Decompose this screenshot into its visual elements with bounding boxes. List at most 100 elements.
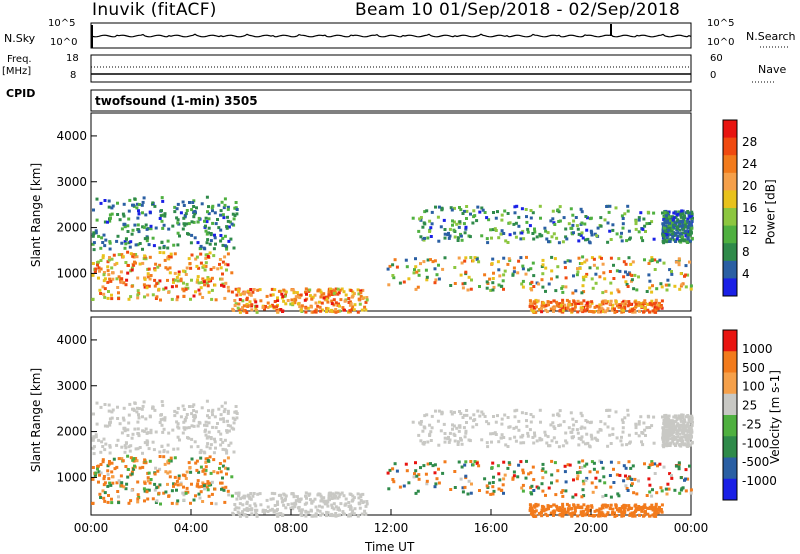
scatter-cell (189, 501, 192, 505)
scatter-cell (229, 441, 233, 445)
scatter-cell (540, 265, 544, 268)
scatter-cell (603, 310, 607, 314)
scatter-cell (544, 229, 548, 233)
scatter-cell (463, 435, 467, 439)
scatter-cell (99, 259, 103, 262)
scatter-cell (654, 504, 658, 508)
scatter-cell (664, 283, 668, 287)
scatter-cell (219, 234, 223, 237)
scatter-cell (646, 414, 650, 418)
scatter-cell (521, 489, 525, 493)
scatter-cell (207, 416, 211, 420)
scatter-cell (606, 307, 610, 311)
scatter-cell (550, 277, 553, 281)
scatter-cell (554, 289, 558, 293)
scatter-cell (417, 473, 421, 477)
scatter-cell (552, 513, 555, 517)
scatter-cell (188, 405, 191, 408)
scatter-cell (221, 236, 225, 240)
scatter-cell (357, 292, 361, 296)
scatter-cell (491, 277, 495, 280)
noise-tick-top-left: 10^5 (48, 18, 76, 29)
scatter-cell (203, 283, 207, 287)
nsearch-label: N.Search (746, 30, 796, 43)
scatter-cell (557, 424, 561, 427)
scatter-cell (683, 427, 687, 431)
scatter-cell (633, 300, 637, 304)
scatter-cell (364, 308, 368, 312)
scatter-cell (677, 414, 681, 418)
scatter-cell (122, 281, 126, 285)
scatter-cell (306, 510, 310, 514)
scatter-cell (116, 213, 120, 216)
scatter-cell (314, 308, 318, 312)
scatter-cell (532, 237, 536, 241)
scatter-cell (581, 255, 585, 259)
scatter-cell (637, 216, 641, 220)
scatter-cell (295, 291, 299, 295)
scatter-cell (414, 491, 418, 495)
scatter-cell (663, 415, 667, 419)
scatter-cell (655, 287, 659, 291)
scatter-cell (198, 496, 202, 500)
scatter-cell (501, 279, 505, 283)
scatter-cell (91, 466, 95, 469)
scatter-cell (176, 221, 180, 225)
time-axis-label: Time UT (365, 540, 415, 554)
scatter-cell (682, 428, 685, 432)
scatter-cell (624, 504, 628, 508)
scatter-cell (670, 474, 673, 477)
scatter-cell (184, 416, 188, 420)
scatter-cell (109, 216, 112, 220)
scatter-cell (338, 513, 342, 517)
scatter-cell (575, 428, 579, 432)
scatter-cell (667, 487, 671, 491)
scatter-cell (571, 417, 575, 421)
scatter-cell (579, 411, 583, 415)
scatter-cell (547, 240, 550, 244)
scatter-cell (530, 305, 534, 308)
scatter-cell (251, 494, 255, 498)
scatter-cell (583, 260, 587, 264)
scatter-cell (173, 409, 177, 413)
scatter-cell (291, 301, 295, 305)
scatter-cell (364, 512, 368, 516)
scatter-cell (566, 508, 570, 512)
velocity-colorbar-swatch (723, 457, 737, 480)
scatter-cell (507, 461, 511, 465)
scatter-cell (334, 287, 338, 291)
scatter-cell (387, 487, 391, 491)
scatter-cell (674, 216, 678, 219)
scatter-cell (223, 407, 227, 411)
scatter-cell (348, 309, 352, 313)
scatter-cell (569, 411, 573, 415)
scatter-cell (594, 485, 598, 489)
scatter-cell (689, 433, 693, 437)
scatter-cell (223, 244, 227, 248)
scatter-cell (552, 425, 556, 429)
scatter-cell (137, 212, 141, 216)
scatter-cell (529, 209, 533, 212)
scatter-cell (206, 442, 210, 446)
scatter-cell (248, 292, 252, 296)
scatter-cell (561, 502, 565, 506)
scatter-cell (130, 266, 134, 270)
scatter-cell (91, 446, 95, 450)
scatter-cell (508, 258, 512, 262)
scatter-cell (684, 221, 688, 225)
scatter-cell (526, 227, 530, 231)
scatter-cell (259, 299, 263, 303)
scatter-cell (681, 425, 685, 429)
scatter-cell (576, 471, 579, 475)
scatter-cell (149, 431, 153, 435)
scatter-cell (621, 430, 625, 434)
scatter-cell (327, 494, 331, 498)
scatter-cell (136, 289, 140, 293)
scatter-cell (643, 511, 647, 514)
scatter-cell (580, 231, 584, 235)
scatter-cell (689, 491, 693, 495)
scatter-cell (558, 409, 562, 413)
scatter-cell (652, 441, 656, 445)
scatter-cell (665, 226, 669, 230)
scatter-cell (433, 463, 437, 467)
